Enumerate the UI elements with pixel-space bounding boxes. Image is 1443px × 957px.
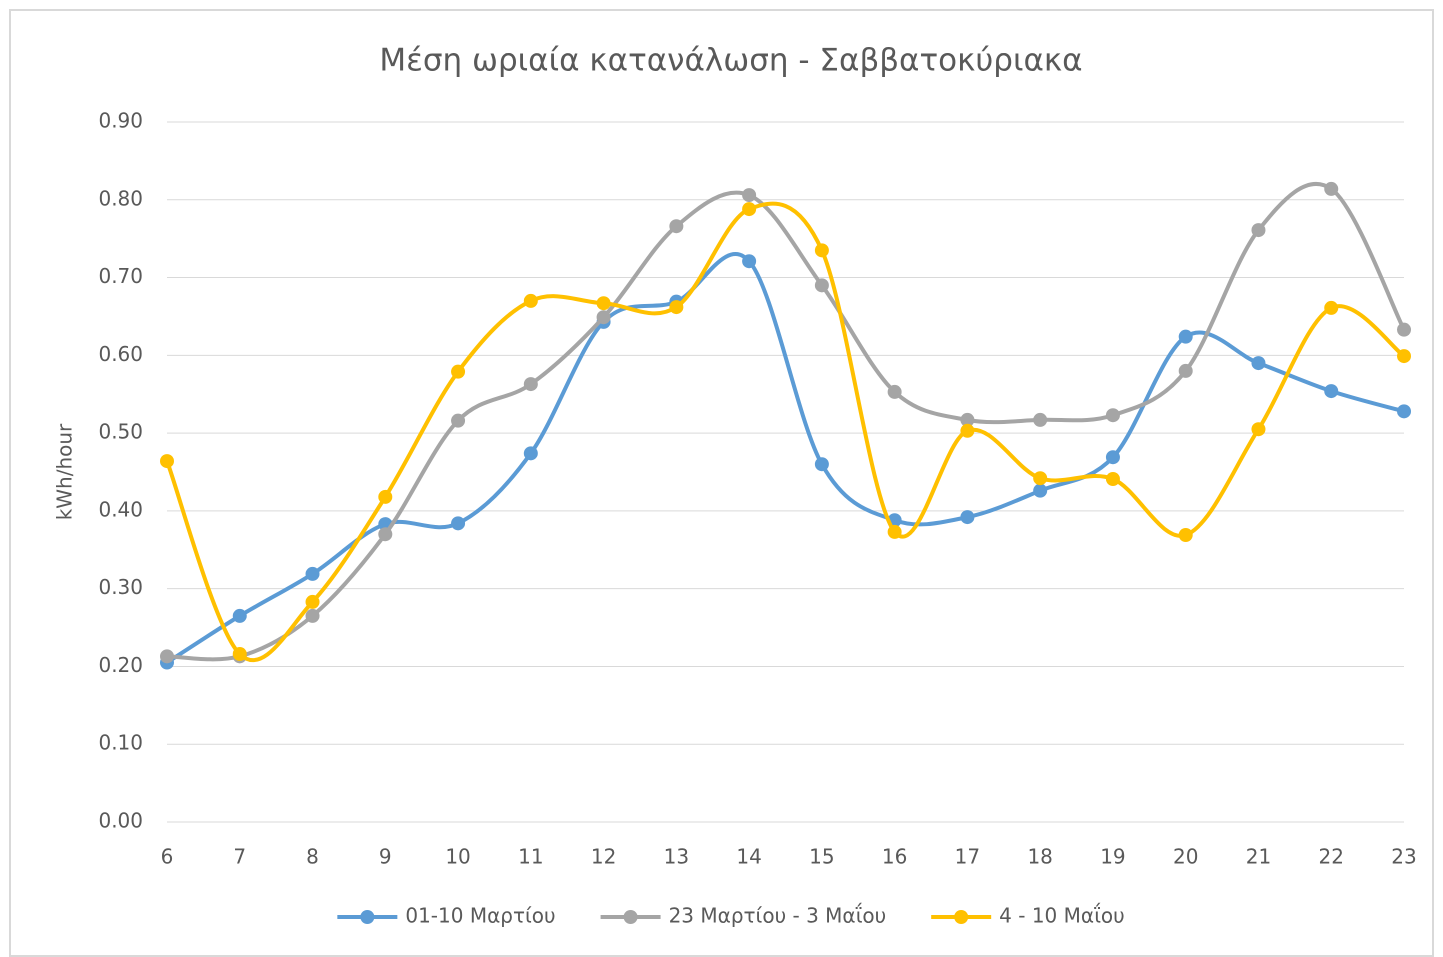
y-tick-label: 0.90	[98, 109, 143, 133]
data-point	[814, 457, 829, 472]
data-point	[669, 300, 684, 315]
data-point	[451, 364, 466, 379]
data-point	[887, 524, 902, 539]
x-tick-label: 19	[1100, 845, 1125, 869]
legend-item: 23 Μαρτίου - 3 Μαΐου	[600, 904, 887, 928]
data-point	[887, 384, 902, 399]
y-tick-label: 0.30	[98, 575, 143, 599]
x-tick-label: 14	[736, 845, 761, 869]
data-point	[1397, 322, 1411, 337]
chart-title: Μέση ωριαία κατανάλωση - Σαββατοκύριακα	[379, 43, 1082, 79]
data-point	[1397, 349, 1411, 364]
data-point	[523, 293, 538, 308]
x-tick-label: 21	[1246, 845, 1271, 869]
data-point	[523, 377, 538, 392]
x-tick-label: 23	[1391, 845, 1416, 869]
data-point	[1033, 471, 1048, 486]
x-tick-label: 6	[161, 845, 174, 869]
data-point	[1324, 300, 1339, 315]
data-point	[1324, 384, 1339, 399]
data-point	[378, 527, 393, 542]
legend-marker	[954, 910, 969, 924]
data-point	[596, 310, 611, 325]
data-point	[960, 423, 975, 438]
data-point	[1178, 329, 1193, 344]
data-point	[523, 446, 538, 461]
y-tick-label: 0.00	[98, 809, 143, 833]
legend-label: 01-10 Μαρτίου	[405, 904, 555, 928]
data-point	[1105, 450, 1120, 465]
data-point	[160, 454, 174, 469]
data-point	[742, 188, 757, 203]
data-point	[232, 608, 247, 623]
data-point	[1105, 408, 1120, 423]
legend: 01-10 Μαρτίου 23 Μαρτίου - 3 Μαΐου 4 - 10 …	[337, 904, 1125, 928]
x-tick-label: 8	[306, 845, 319, 869]
x-tick-label: 18	[1027, 845, 1052, 869]
y-tick-label: 0.80	[98, 186, 143, 210]
data-point	[814, 278, 829, 293]
data-point	[1251, 356, 1266, 371]
x-tick-label: 9	[379, 845, 392, 869]
data-point	[960, 510, 975, 525]
data-point	[742, 254, 757, 269]
legend-item: 01-10 Μαρτίου	[337, 904, 556, 928]
x-tick-label: 22	[1319, 845, 1344, 869]
x-tick-label: 17	[955, 845, 980, 869]
data-point	[1105, 472, 1120, 486]
data-point	[1178, 363, 1193, 378]
x-tick-label: 13	[664, 845, 689, 869]
data-point	[305, 566, 320, 581]
data-point	[814, 243, 829, 258]
data-point	[1251, 422, 1266, 437]
legend-marker	[360, 910, 375, 924]
data-point	[1324, 181, 1339, 196]
data-point	[305, 608, 320, 623]
x-tick-label: 12	[591, 845, 616, 869]
x-tick-label: 10	[445, 845, 470, 869]
data-point	[451, 413, 466, 428]
data-point	[596, 296, 611, 311]
data-point	[669, 219, 684, 234]
data-point	[232, 647, 247, 661]
data-point	[451, 516, 466, 531]
chart-border	[9, 9, 1434, 957]
data-point	[742, 202, 757, 217]
data-point	[305, 594, 320, 609]
x-tick-label: 16	[882, 845, 907, 869]
y-tick-label: 0.20	[98, 653, 143, 677]
y-axis-label: kWh/hour	[53, 423, 77, 520]
data-point	[378, 489, 393, 504]
y-tick-label: 0.10	[98, 731, 143, 755]
data-point	[1033, 412, 1048, 427]
data-point	[1033, 483, 1048, 498]
legend-marker	[623, 910, 638, 924]
x-tick-label: 7	[233, 845, 246, 869]
legend-item: 4 - 10 Μαΐου	[931, 904, 1125, 928]
data-point	[1251, 223, 1266, 238]
legend-label: 4 - 10 Μαΐου	[999, 904, 1124, 928]
y-tick-label: 0.70	[98, 264, 143, 288]
legend-label: 23 Μαρτίου - 3 Μαΐου	[669, 904, 887, 928]
data-point	[160, 649, 174, 664]
data-point	[1397, 404, 1411, 419]
series-line	[165, 201, 1406, 663]
data-point	[1178, 528, 1193, 542]
y-tick-label: 0.50	[98, 420, 143, 444]
x-tick-label: 20	[1173, 845, 1198, 869]
y-tick-label: 0.40	[98, 497, 143, 521]
data-point	[960, 412, 975, 427]
x-tick-label: 15	[809, 845, 834, 869]
y-tick-label: 0.60	[98, 342, 143, 366]
x-tick-label: 11	[518, 845, 543, 869]
